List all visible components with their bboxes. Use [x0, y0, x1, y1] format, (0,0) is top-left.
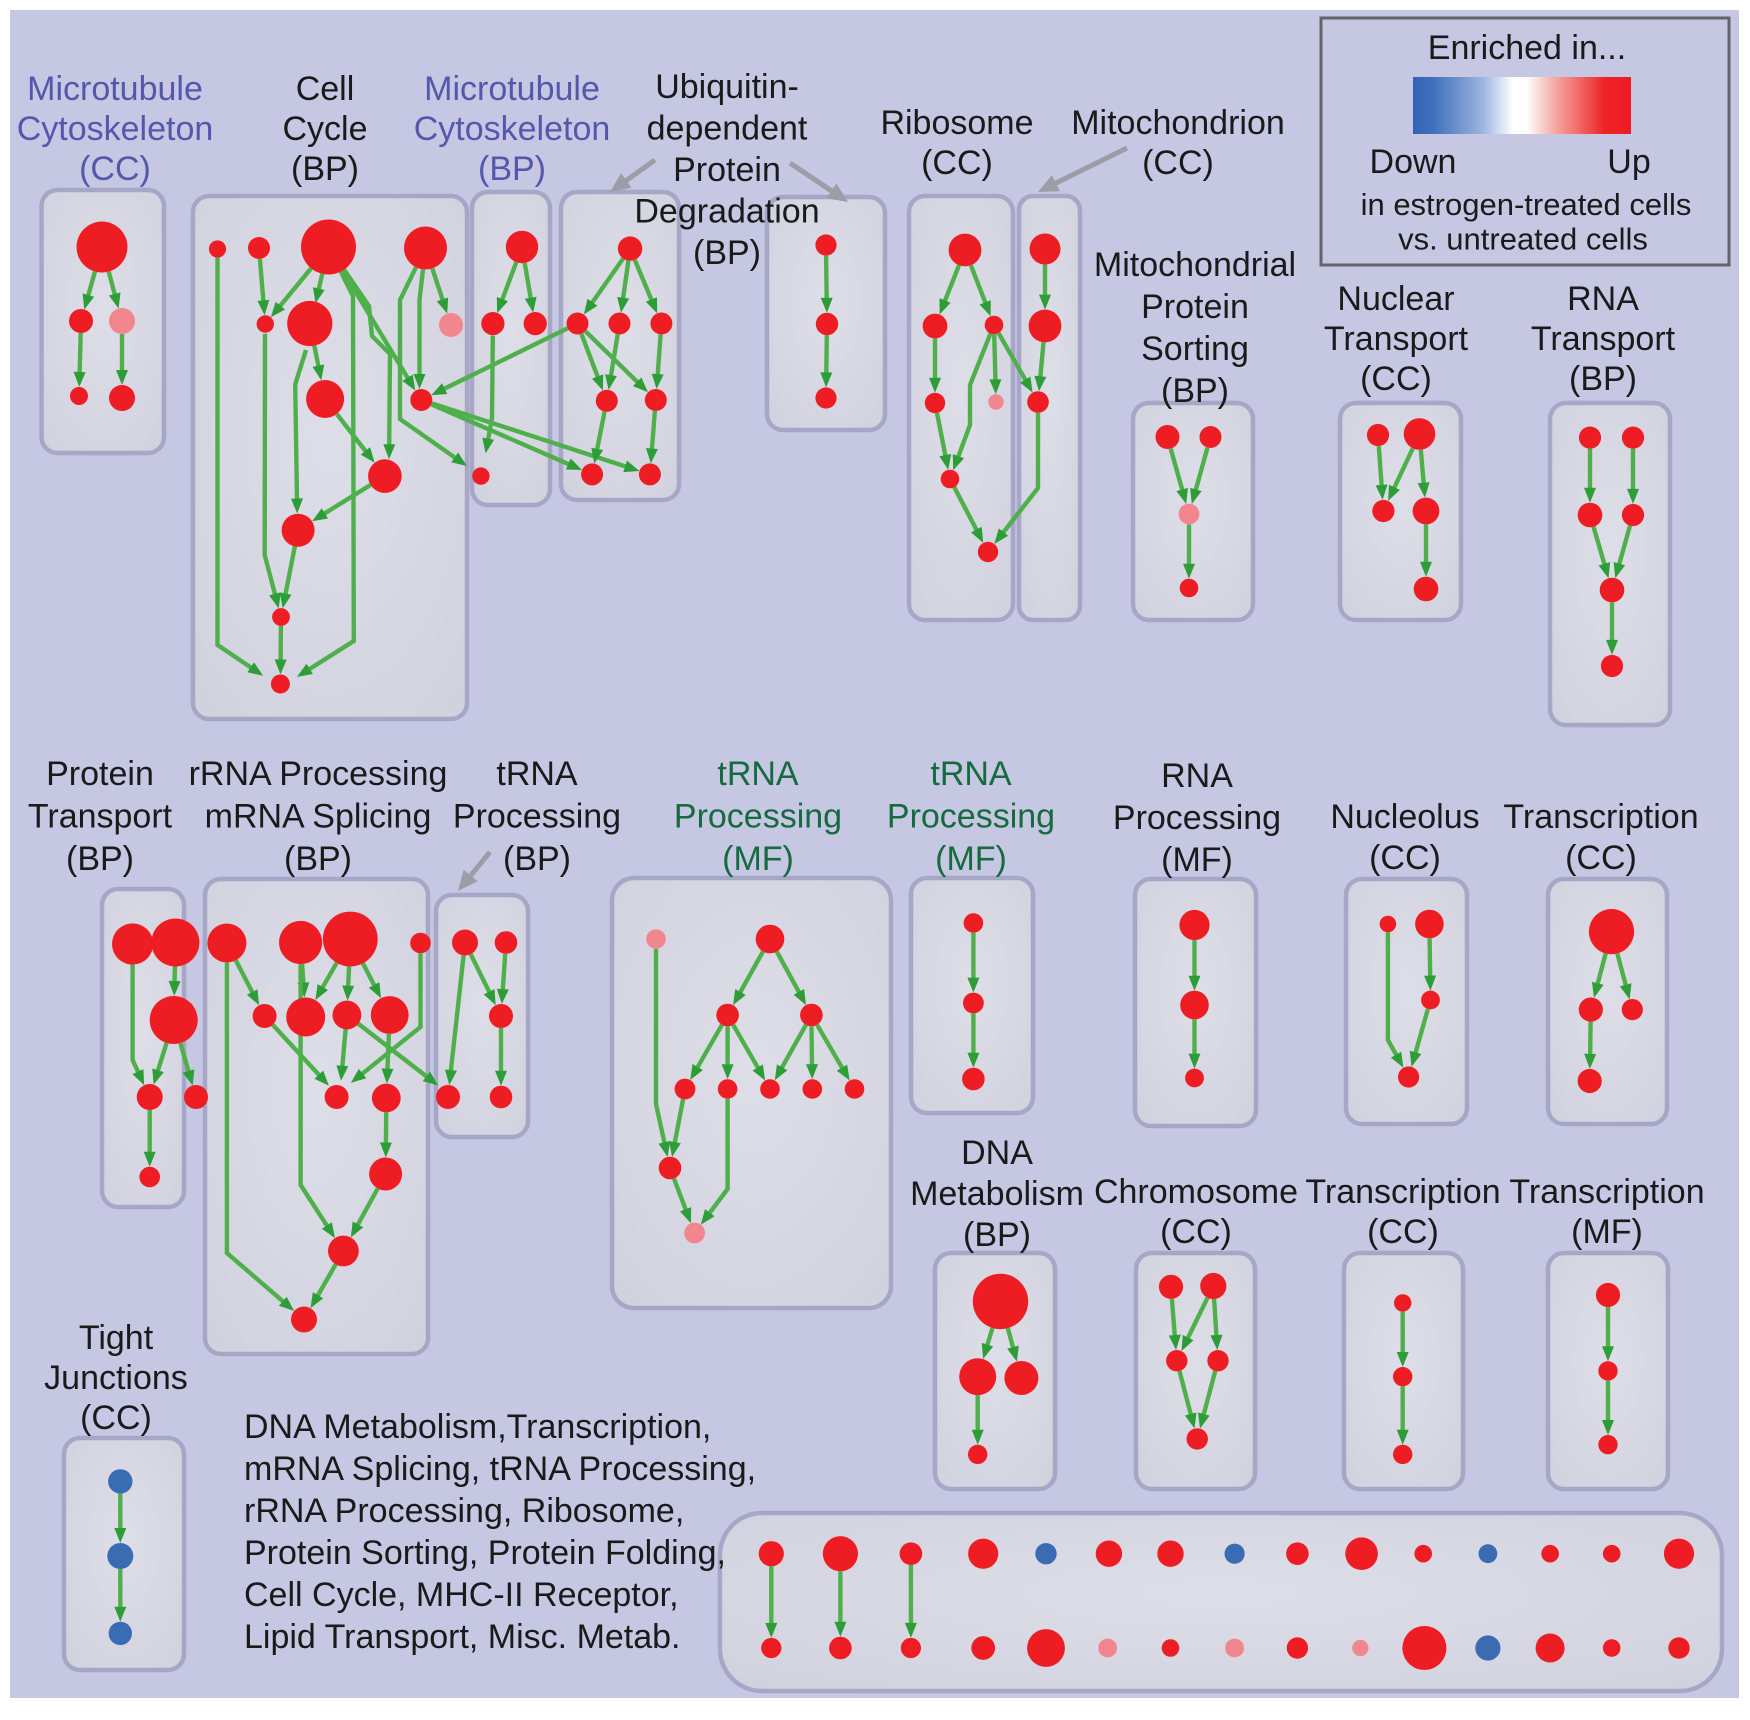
- svg-text:Down: Down: [1370, 143, 1457, 181]
- svg-text:tRNA: tRNA: [930, 755, 1012, 793]
- svg-text:(BP): (BP): [963, 1216, 1031, 1254]
- svg-text:Nuclear: Nuclear: [1337, 280, 1454, 318]
- svg-text:RNA: RNA: [1161, 757, 1233, 795]
- svg-text:Microtubule: Microtubule: [27, 70, 203, 108]
- svg-text:mRNA Splicing, tRNA Processing: mRNA Splicing, tRNA Processing,: [244, 1450, 756, 1488]
- svg-text:Transport: Transport: [1531, 320, 1676, 358]
- svg-text:(CC): (CC): [1369, 839, 1441, 877]
- svg-text:Sorting: Sorting: [1141, 330, 1249, 368]
- svg-text:Protein: Protein: [46, 755, 154, 793]
- svg-text:Mitochondrial: Mitochondrial: [1094, 246, 1296, 284]
- svg-text:Protein Sorting, Protein Foldi: Protein Sorting, Protein Folding,: [244, 1534, 726, 1572]
- svg-text:in estrogen-treated cells: in estrogen-treated cells: [1361, 187, 1692, 222]
- svg-text:Cycle: Cycle: [282, 110, 367, 148]
- svg-text:Protein: Protein: [673, 151, 781, 189]
- svg-text:Cell Cycle, MHC-II Receptor,: Cell Cycle, MHC-II Receptor,: [244, 1576, 679, 1614]
- svg-text:Transport: Transport: [1324, 320, 1469, 358]
- svg-text:Transcription: Transcription: [1503, 798, 1698, 836]
- svg-text:rRNA Processing: rRNA Processing: [189, 755, 448, 793]
- svg-text:Metabolism: Metabolism: [910, 1175, 1084, 1213]
- svg-text:(CC): (CC): [79, 150, 151, 188]
- svg-text:Transport: Transport: [28, 798, 173, 836]
- svg-text:Cytoskeleton: Cytoskeleton: [414, 110, 611, 148]
- svg-text:RNA: RNA: [1567, 280, 1639, 318]
- svg-text:Cell: Cell: [296, 70, 355, 108]
- svg-text:(MF): (MF): [1571, 1213, 1643, 1251]
- svg-text:tRNA: tRNA: [717, 755, 799, 793]
- svg-text:Enriched in...: Enriched in...: [1428, 29, 1626, 67]
- svg-text:Ubiquitin-: Ubiquitin-: [655, 68, 799, 106]
- svg-text:dependent: dependent: [647, 110, 808, 148]
- svg-text:Protein: Protein: [1141, 288, 1249, 326]
- svg-text:(BP): (BP): [478, 150, 546, 188]
- svg-text:(BP): (BP): [291, 150, 359, 188]
- svg-text:(CC): (CC): [1142, 144, 1214, 182]
- svg-text:(MF): (MF): [1161, 841, 1233, 879]
- svg-text:Lipid Transport, Misc. Metab.: Lipid Transport, Misc. Metab.: [244, 1618, 681, 1656]
- svg-text:Tight: Tight: [79, 1319, 154, 1357]
- svg-text:(BP): (BP): [503, 840, 571, 878]
- svg-text:(BP): (BP): [1569, 360, 1637, 398]
- svg-text:Processing: Processing: [674, 798, 842, 836]
- svg-text:(CC): (CC): [1160, 1213, 1232, 1251]
- svg-text:Degradation: Degradation: [634, 193, 819, 231]
- svg-text:Up: Up: [1607, 143, 1650, 181]
- svg-text:(MF): (MF): [722, 840, 794, 878]
- svg-text:Chromosome: Chromosome: [1094, 1173, 1298, 1211]
- svg-text:Processing: Processing: [453, 798, 621, 836]
- svg-text:(BP): (BP): [284, 840, 352, 878]
- svg-text:(CC): (CC): [1565, 839, 1637, 877]
- svg-text:DNA Metabolism,Transcription,: DNA Metabolism,Transcription,: [244, 1408, 711, 1446]
- svg-text:Cytoskeleton: Cytoskeleton: [17, 110, 214, 148]
- svg-text:(MF): (MF): [935, 840, 1007, 878]
- svg-text:Processing: Processing: [887, 798, 1055, 836]
- svg-text:(BP): (BP): [66, 840, 134, 878]
- svg-text:(CC): (CC): [80, 1399, 152, 1437]
- svg-text:vs. untreated cells: vs. untreated cells: [1398, 222, 1648, 257]
- svg-text:Transcription: Transcription: [1509, 1173, 1704, 1211]
- svg-text:(BP): (BP): [693, 234, 761, 272]
- svg-text:DNA: DNA: [961, 1134, 1033, 1172]
- svg-text:Nucleolus: Nucleolus: [1330, 798, 1479, 836]
- svg-text:mRNA Splicing: mRNA Splicing: [205, 798, 432, 836]
- svg-text:Processing: Processing: [1113, 799, 1281, 837]
- svg-text:Transcription: Transcription: [1305, 1173, 1500, 1211]
- svg-text:(BP): (BP): [1161, 372, 1229, 410]
- svg-text:tRNA: tRNA: [496, 755, 578, 793]
- svg-text:(CC): (CC): [1367, 1213, 1439, 1251]
- svg-text:(CC): (CC): [1360, 360, 1432, 398]
- svg-text:rRNA Processing, Ribosome,: rRNA Processing, Ribosome,: [244, 1492, 684, 1530]
- svg-text:(CC): (CC): [921, 144, 993, 182]
- svg-text:Junctions: Junctions: [44, 1359, 188, 1397]
- svg-text:Ribosome: Ribosome: [880, 104, 1033, 142]
- svg-text:Microtubule: Microtubule: [424, 70, 600, 108]
- svg-text:Mitochondrion: Mitochondrion: [1071, 104, 1285, 142]
